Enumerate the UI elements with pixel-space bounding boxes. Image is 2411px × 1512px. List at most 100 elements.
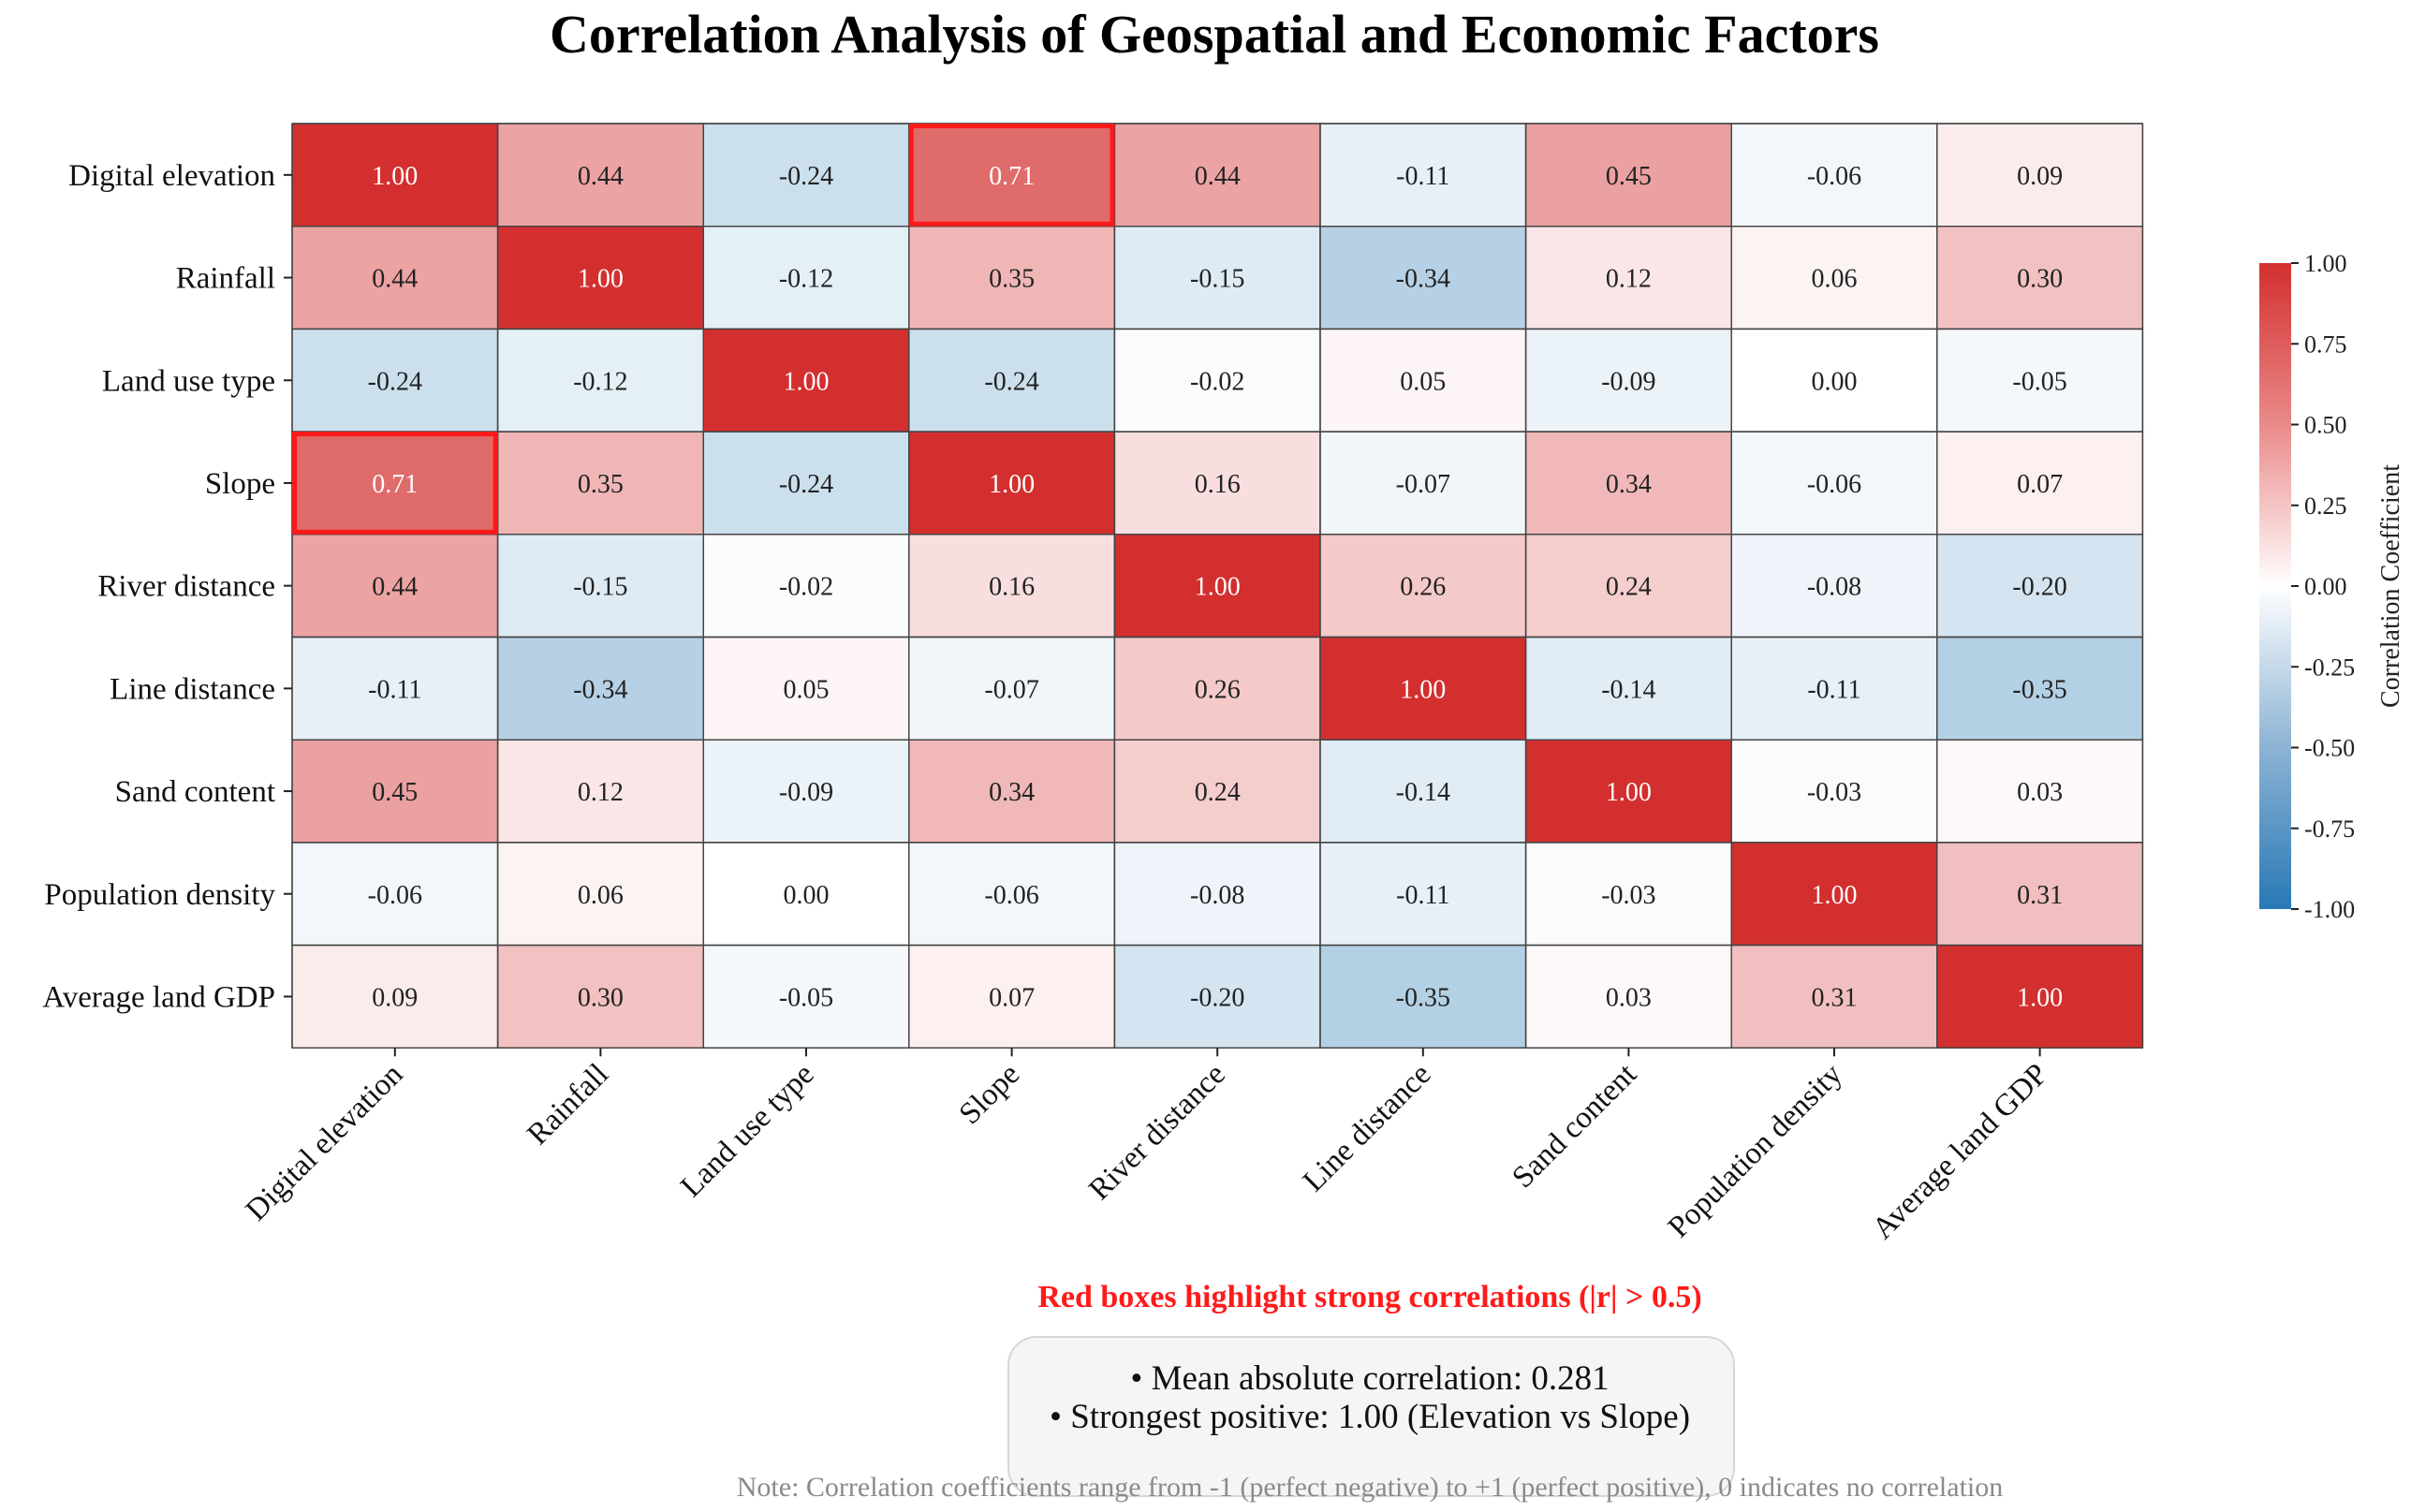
column-label: Line distance [1297, 1058, 1438, 1199]
colorbar-tick-label: -0.50 [2304, 735, 2355, 762]
heatmap-cell-value: -0.35 [1396, 983, 1450, 1012]
heatmap-cell [1113, 944, 1321, 1049]
heatmap-cell-value: 0.05 [784, 675, 830, 704]
heatmap-cell-value: -0.06 [1807, 470, 1861, 499]
heatmap-cell-value: -0.09 [779, 778, 833, 807]
stats-strongest-positive: • Strongest positive: 1.00 (Elevation vs… [1050, 1398, 1690, 1436]
heatmap-cell [291, 842, 499, 947]
heatmap-cell-value: 0.09 [2017, 162, 2063, 191]
heatmap-cell [496, 123, 704, 228]
heatmap-cell [1319, 534, 1527, 639]
heatmap-cell [1730, 225, 1938, 330]
heatmap-cell-value: -0.15 [1190, 265, 1244, 294]
row-label: Average land GDP [42, 980, 275, 1014]
row-labels: Digital elevation Rainfall Land use type Sl… [42, 159, 292, 1014]
heatmap-cell [291, 739, 499, 844]
heatmap-cell [1113, 842, 1321, 947]
heatmap-cell-value: 1.00 [372, 162, 418, 191]
heatmap-cell [291, 123, 499, 228]
colorbar: 1.00 0.75 0.50 0.25 0.00 -0.25 -0.50 -0.75 -1.00… [2259, 250, 2405, 923]
heatmap-cell-value: 1.00 [989, 470, 1035, 499]
heatmap-cell [1524, 944, 1732, 1049]
heatmap-cell-value: -0.20 [2012, 573, 2066, 602]
heatmap-cell-value: 0.09 [372, 983, 418, 1012]
colorbar-tick-label: -0.75 [2304, 815, 2355, 843]
column-label: River distance [1082, 1058, 1232, 1208]
row-label: Land use type [102, 364, 275, 398]
heatmap-cell-value: 0.31 [2017, 881, 2063, 910]
column-label: Rainfall [521, 1058, 615, 1152]
heatmap-cell-value: 0.35 [578, 470, 624, 499]
heatmap-cell-value: 0.71 [989, 162, 1035, 191]
heatmap-cell-value: -0.11 [1396, 162, 1449, 191]
heatmap-cell-value: 1.00 [784, 367, 830, 396]
colorbar-label: Correlation Coefficient [2376, 464, 2405, 708]
heatmap-cell-value: 0.30 [578, 983, 624, 1012]
heatmap-cell [1524, 739, 1732, 844]
colorbar-tick-label: 0.50 [2304, 412, 2347, 439]
heatmap-cell-value: 0.31 [1812, 983, 1858, 1012]
heatmap-cell-value: -0.07 [1396, 470, 1450, 499]
heatmap-cell-value: -0.08 [1807, 573, 1861, 602]
column-label: Average land GDP [1866, 1058, 2054, 1246]
heatmap-cell [1730, 739, 1938, 844]
heatmap-cell [496, 431, 704, 536]
heatmap-cell-value: 0.07 [2017, 470, 2063, 499]
heatmap-cell [496, 534, 704, 639]
heatmap-cells: 1.00 0.44 -0.24 0.71 0.44 -0.11 0.45 -0.06 0.09 0… [291, 123, 2144, 1050]
heatmap-cell-value: 0.24 [1606, 573, 1652, 602]
heatmap-cell [1730, 123, 1938, 228]
heatmap-cell-value: 0.35 [989, 265, 1035, 294]
heatmap-cell-value: 0.26 [1195, 675, 1241, 704]
heatmap-cell [291, 328, 499, 433]
heatmap-cell-value: -0.20 [1190, 983, 1244, 1012]
column-label: Slope [953, 1058, 1027, 1132]
colorbar-ticks: 1.00 0.75 0.50 0.25 0.00 -0.25 -0.50 -0.75 -1.00 [2291, 250, 2355, 923]
heatmap-cell-value: 1.00 [578, 265, 624, 294]
stats-box [1007, 1336, 1735, 1497]
stats-mean-abs: • Mean absolute correlation: 0.281 [1130, 1359, 1609, 1398]
heatmap-cell [291, 431, 499, 536]
column-labels: Digital elevation Rainfall Land use type Sl… [240, 1048, 2054, 1246]
heatmap-cell-value: 0.30 [2017, 265, 2063, 294]
heatmap-cell [908, 636, 1116, 741]
heatmap-cell-value: 0.12 [1606, 265, 1652, 294]
column-label: Land use type [674, 1058, 820, 1204]
heatmap-cell-value: 0.07 [989, 983, 1035, 1012]
heatmap-cell [1319, 225, 1527, 330]
heatmap-cell [291, 636, 499, 741]
heatmap-cell [496, 328, 704, 433]
highlight-box [908, 124, 1115, 227]
heatmap-cell-value: -0.06 [1807, 162, 1861, 191]
heatmap-cell-value: 0.44 [372, 573, 418, 602]
heatmap-cell-value: -0.08 [1190, 881, 1244, 910]
heatmap-cell-value: -0.12 [573, 367, 627, 396]
heatmap-cell [702, 944, 910, 1049]
heatmap-cell-value: -0.15 [573, 573, 627, 602]
colorbar-tick-label: 1.00 [2304, 250, 2347, 277]
heatmap-cell-value: 0.34 [989, 778, 1035, 807]
heatmap-cell [1113, 123, 1321, 228]
colorbar-tick-label: 0.75 [2304, 330, 2347, 358]
row-label: Population density [44, 878, 275, 912]
heatmap-cell [1730, 431, 1938, 536]
heatmap-cell [1936, 842, 2144, 947]
heatmap-cell [702, 328, 910, 433]
heatmap-cell-value: 1.00 [1606, 778, 1652, 807]
heatmap-cell [1113, 739, 1321, 844]
colorbar-tick-label: -1.00 [2304, 896, 2355, 923]
heatmap-cell-value: -0.11 [368, 675, 421, 704]
heatmap-cell-value: -0.09 [1601, 367, 1655, 396]
highlight-boxes [292, 124, 1115, 535]
heatmap-cell [1936, 636, 2144, 741]
heatmap-cell-value: 0.06 [1812, 265, 1858, 294]
heatmap-cell-value: 1.00 [1812, 881, 1858, 910]
heatmap-cell [908, 123, 1116, 228]
heatmap-cell [1319, 842, 1527, 947]
heatmap-cell-value: 0.45 [372, 778, 418, 807]
heatmap-cell [702, 842, 910, 947]
heatmap-cell-value: 0.24 [1195, 778, 1241, 807]
heatmap-cell-value: 0.00 [784, 881, 830, 910]
heatmap-cell [291, 534, 499, 639]
